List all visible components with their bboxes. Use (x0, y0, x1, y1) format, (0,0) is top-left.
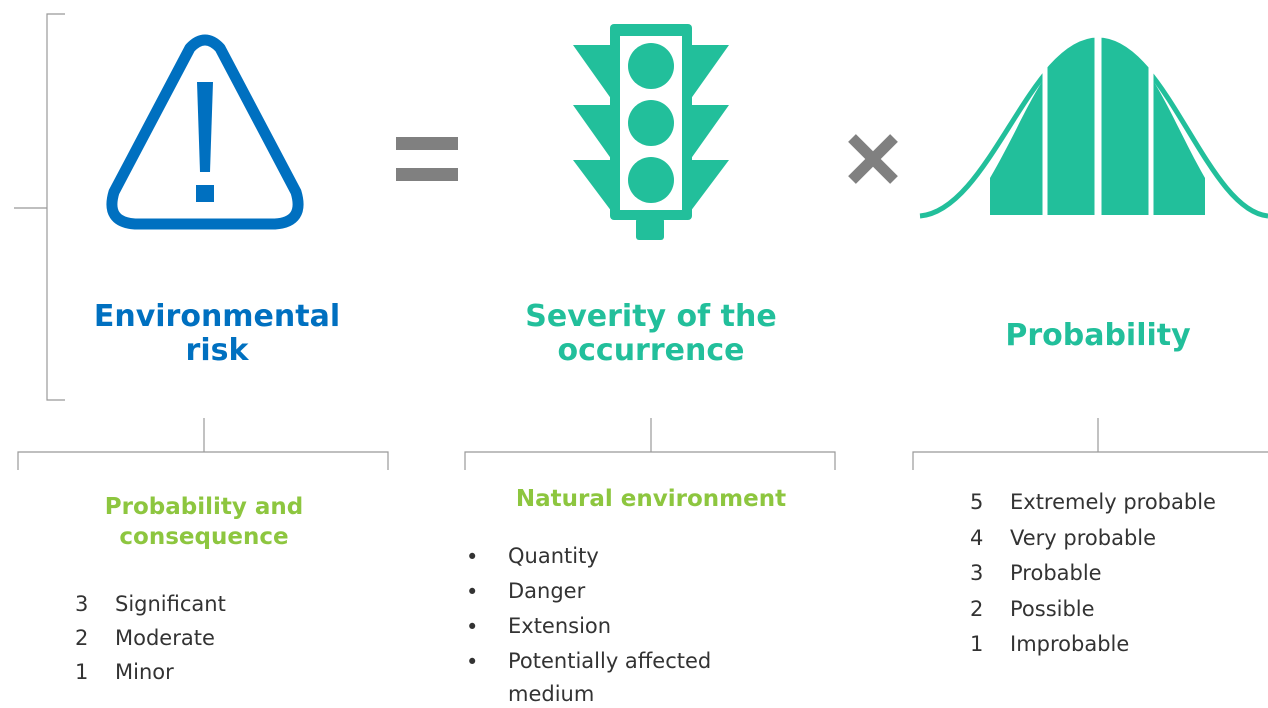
list-item: 2 Moderate (75, 625, 375, 651)
connector (912, 418, 1268, 470)
probability-title: Probability (1005, 318, 1191, 353)
list-item: 2 Possible (970, 596, 1268, 622)
list-item: 1 Improbable (970, 631, 1268, 657)
bullet: • (466, 580, 479, 604)
severity-title: Severity of the occurrence (525, 299, 777, 368)
label: Moderate (115, 626, 215, 650)
light (628, 100, 674, 146)
wing (690, 160, 729, 212)
wing (573, 105, 612, 160)
times-sign (848, 134, 898, 184)
wing (690, 105, 729, 160)
warning-icon (106, 34, 304, 230)
bracket (14, 13, 65, 401)
label: Very probable (1010, 525, 1157, 550)
exclamation-dot (196, 185, 214, 202)
bell-curve-icon (919, 30, 1268, 219)
label: Extension (508, 614, 612, 638)
light (628, 43, 674, 89)
label: Possible (1010, 596, 1095, 621)
level: 2 (970, 596, 984, 621)
connector (464, 418, 836, 470)
list-item: 1 Minor (75, 659, 375, 685)
list-item: 3 Significant (75, 591, 375, 617)
label: Potentially affected medium (508, 649, 712, 706)
light (628, 157, 674, 203)
bar (396, 137, 458, 150)
panel-title: Natural environment (515, 486, 787, 512)
label: Significant (115, 592, 226, 616)
exclamation (197, 82, 213, 172)
wing (573, 45, 612, 100)
dividers (1042, 30, 1154, 216)
bar (396, 168, 458, 181)
wing (690, 45, 729, 100)
wing (573, 160, 612, 212)
level: 1 (75, 660, 89, 684)
level: 3 (970, 561, 984, 585)
triangle (106, 34, 304, 230)
bullet: • (466, 545, 479, 569)
bullet: • (466, 650, 479, 674)
label: Danger (508, 579, 586, 603)
list-item: 3 Probable (970, 560, 1268, 586)
label: Minor (115, 660, 174, 684)
traffic-light-icon (573, 24, 729, 240)
bullet: • (466, 615, 479, 639)
stroke (848, 134, 898, 184)
panel-title: Probability and consequence (104, 494, 304, 550)
connectors (14, 13, 1268, 470)
equals-sign (396, 137, 458, 181)
label: Probable (1010, 561, 1102, 585)
level: 1 (970, 632, 984, 656)
level: 2 (75, 626, 89, 650)
list-item: 5 Extremely probable (970, 489, 1268, 515)
risk-title: Environmental risk (93, 299, 341, 368)
level: 4 (970, 525, 984, 550)
label: Quantity (508, 544, 599, 568)
label: Improbable (1010, 632, 1130, 656)
list-item: 4 Very probable (970, 525, 1268, 551)
level: 3 (75, 592, 89, 616)
connector (17, 418, 389, 470)
stem (636, 218, 664, 240)
label: Extremely probable (1010, 490, 1216, 514)
level: 5 (970, 490, 984, 514)
